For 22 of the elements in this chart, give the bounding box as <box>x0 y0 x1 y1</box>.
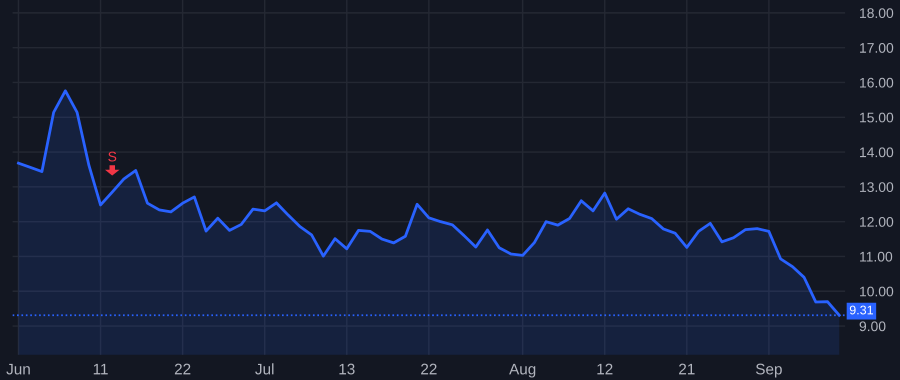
y-tick-label: 11.00 <box>860 252 892 262</box>
x-tick-label: 22 <box>174 364 190 374</box>
y-tick-label: 15.00 <box>860 112 894 122</box>
x-tick-label: 13 <box>339 364 355 374</box>
x-tick-label: 22 <box>421 364 437 374</box>
ref-line-label: 9.31 <box>850 306 873 314</box>
y-tick-label: 14.00 <box>860 147 894 158</box>
y-tick-label: 17.00 <box>860 43 894 53</box>
x-tick-label: 11 <box>94 364 108 374</box>
x-tick-label: Aug <box>509 364 536 378</box>
y-tick-label: 12.00 <box>860 216 894 227</box>
x-tick-label: 12 <box>597 364 612 374</box>
x-tick-label: 21 <box>679 364 695 374</box>
x-tick-label: Jun <box>6 364 30 374</box>
y-tick-label: 9.00 <box>860 321 886 332</box>
x-tick-label: Jul <box>255 363 274 374</box>
y-tick-label: 18.00 <box>860 8 894 18</box>
x-tick-label: Sep <box>756 364 782 378</box>
y-tick-label: 10.00 <box>860 286 894 296</box>
annotation: S <box>108 152 116 162</box>
y-tick-label: 16.00 <box>860 78 894 88</box>
y-tick-label: 13.00 <box>860 182 894 192</box>
